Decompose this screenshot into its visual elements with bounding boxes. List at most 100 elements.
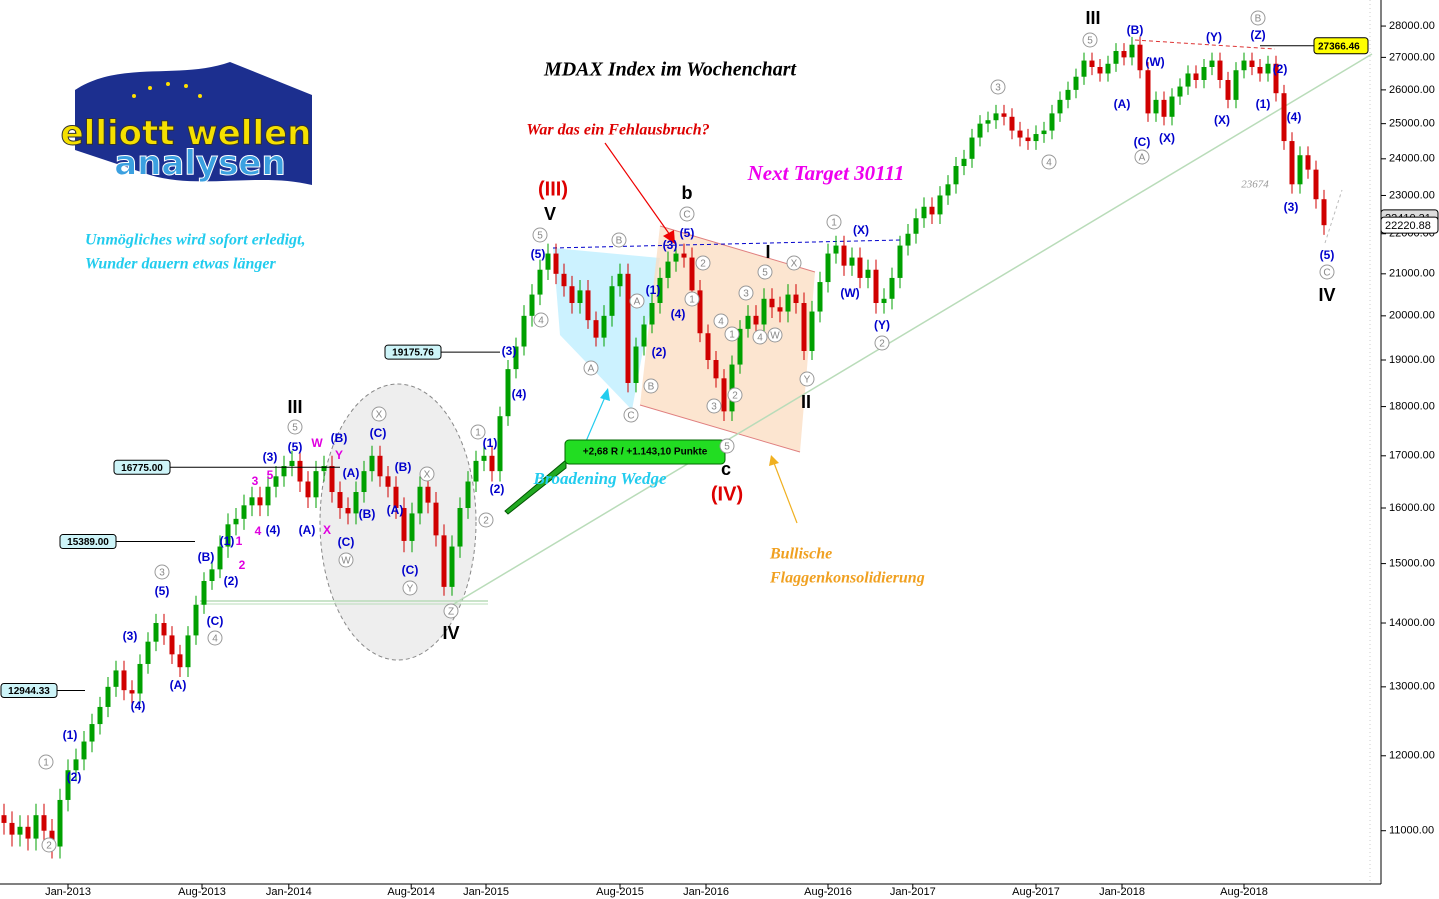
wave-label: I	[765, 242, 770, 262]
wave-label: 1	[236, 534, 243, 548]
x-tick-label: Aug-2018	[1220, 886, 1268, 898]
logo-star	[166, 82, 170, 86]
level-box	[0, 683, 58, 699]
candle-body	[993, 113, 999, 121]
wave-label: (1)	[220, 534, 235, 548]
wave-label: (2)	[67, 770, 82, 784]
wave-label: (B)	[331, 431, 348, 445]
wave-label: X	[376, 410, 383, 421]
candle-body	[977, 123, 983, 138]
candle-body	[881, 298, 887, 304]
flag-label: Bullische	[769, 546, 832, 563]
wave-label: (X)	[1214, 113, 1230, 127]
candle-body	[89, 724, 95, 742]
wave-label: B	[1255, 14, 1262, 25]
wave-label: (C)	[370, 426, 387, 440]
candle-body	[273, 476, 279, 487]
candle-body	[945, 184, 951, 196]
wave-label: (A)	[1114, 97, 1131, 111]
candle-body	[209, 569, 215, 581]
x-tick-label: Jan-2017	[890, 886, 936, 898]
wave-label: (4)	[671, 307, 686, 321]
wave-label: (Z)	[1250, 28, 1265, 42]
wave-circle	[154, 564, 170, 580]
wave-label: II	[801, 392, 811, 412]
wave-circle	[643, 378, 659, 394]
wave-label: (W)	[840, 286, 859, 300]
y-tick-label: 28000.00	[1389, 20, 1435, 32]
wave-label: (W)	[1145, 55, 1164, 69]
price-label: 27366.46	[1318, 41, 1360, 52]
wave-label: 2	[879, 339, 885, 350]
candle-body	[265, 486, 271, 506]
candle-body	[281, 465, 287, 477]
candle-body	[905, 233, 911, 246]
candle-body	[201, 580, 207, 605]
candles	[1, 36, 1327, 859]
candle-body	[1305, 155, 1311, 170]
top-line	[1134, 39, 1276, 50]
candle-body	[561, 273, 567, 287]
candle-body	[1241, 60, 1247, 71]
wave-circle	[443, 603, 459, 619]
wave-label: (5)	[531, 247, 546, 261]
candle-body	[409, 513, 415, 541]
y-tick-label: 24000.00	[1389, 153, 1435, 165]
wave-circle	[1134, 149, 1150, 165]
candle-body	[857, 257, 863, 278]
candle-body	[937, 195, 943, 215]
candle-body	[633, 346, 639, 383]
x-tick-label: Jan-2013	[45, 886, 91, 898]
candle-body	[553, 253, 559, 274]
wave-label: 5	[292, 423, 298, 434]
wave-label: C	[1323, 268, 1330, 279]
wave-label: 3	[711, 402, 717, 413]
wave-circle	[583, 360, 599, 376]
wave-label: 5	[724, 442, 730, 453]
candle-body	[321, 465, 327, 472]
wave-label: 4	[718, 317, 724, 328]
candle-body	[441, 535, 447, 587]
wave-label: X	[323, 523, 331, 537]
wave-label: 3	[743, 289, 749, 300]
wave-label: 2	[732, 391, 738, 402]
candle-body	[1161, 99, 1167, 117]
wave-circle	[419, 466, 435, 482]
wave-label: (3)	[502, 344, 517, 358]
candle-body	[369, 455, 375, 472]
wave-circle	[684, 291, 700, 307]
y-tick-label: 25000.00	[1389, 118, 1435, 130]
wave-circle	[719, 438, 735, 454]
candle-body	[545, 253, 551, 270]
y-tick-label: 16000.00	[1389, 502, 1435, 514]
wave-label: X	[424, 470, 431, 481]
candle-body	[1009, 116, 1015, 131]
wave-label: (2)	[224, 574, 239, 588]
candle-body	[817, 282, 823, 312]
level-box	[113, 459, 171, 475]
wave-label: 1	[475, 428, 481, 439]
logo-text: analysen	[114, 144, 285, 184]
candle-body	[713, 360, 719, 379]
candle-body	[377, 455, 383, 477]
candle-body	[257, 497, 263, 506]
candle-body	[225, 524, 231, 547]
wave-circle	[826, 214, 842, 230]
candle-body	[1057, 99, 1063, 114]
y-tick-label: 17000.00	[1389, 450, 1435, 462]
wave-label: (X)	[853, 223, 869, 237]
candle-body	[401, 508, 407, 541]
wave-label: 4	[255, 524, 262, 538]
candle-body	[521, 315, 527, 347]
wave-circle	[990, 79, 1006, 95]
candle-body	[1313, 169, 1319, 200]
candle-body	[425, 486, 431, 503]
candle-body	[497, 416, 503, 472]
candle-body	[801, 303, 807, 351]
candle-body	[465, 481, 471, 509]
candle-body	[673, 253, 679, 262]
y-tick-label: 27000.00	[1389, 51, 1435, 63]
correction-ellipse	[319, 383, 477, 661]
candle-body	[577, 290, 583, 304]
candle-body	[745, 315, 751, 329]
